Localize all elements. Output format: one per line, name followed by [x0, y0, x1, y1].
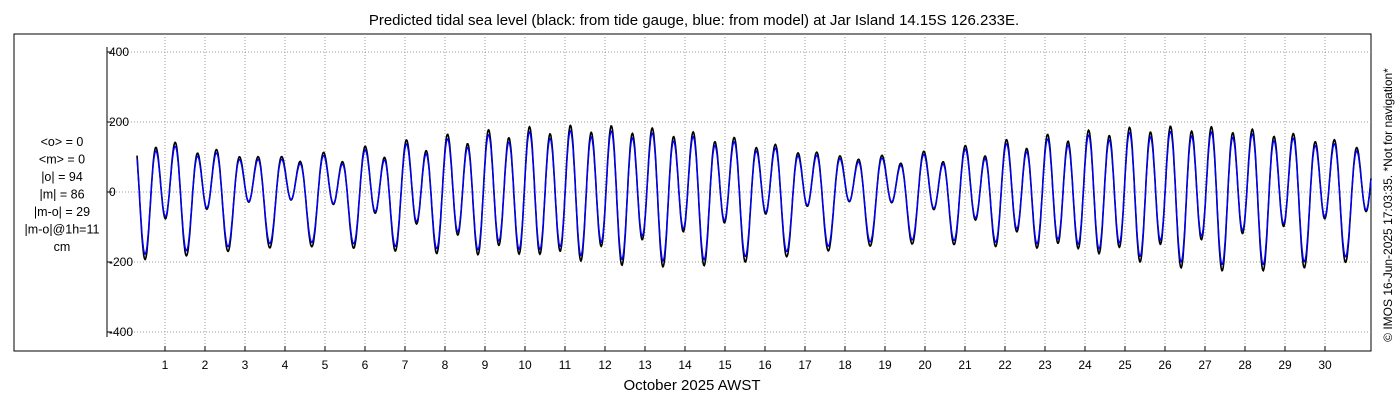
x-tick-label: 30 — [1318, 358, 1332, 372]
x-tick-label: 23 — [1038, 358, 1052, 372]
stat-line: |o| = 94 — [41, 170, 83, 184]
x-tick-label: 16 — [758, 358, 772, 372]
x-tick-label: 7 — [402, 358, 409, 372]
y-tick-label: -200 — [109, 255, 133, 269]
stat-line: <o> = 0 — [41, 135, 84, 149]
x-tick-label: 6 — [362, 358, 369, 372]
x-tick-label: 21 — [958, 358, 972, 372]
chart-title: Predicted tidal sea level (black: from t… — [369, 12, 1019, 29]
stat-line: <m> = 0 — [39, 153, 85, 167]
x-tick-label: 26 — [1158, 358, 1172, 372]
stat-line: |m-o|@1h=11 — [25, 223, 100, 237]
series-lines — [136, 124, 1372, 272]
x-axis-label: October 2025 AWST — [623, 377, 760, 394]
x-tick-label: 4 — [282, 358, 289, 372]
x-tick-label: 8 — [442, 358, 449, 372]
y-tick-label: -400 — [109, 325, 133, 339]
x-tick-label: 14 — [678, 358, 692, 372]
x-tick-label: 28 — [1238, 358, 1252, 372]
stat-line: cm — [54, 240, 71, 254]
x-tick-label: 22 — [998, 358, 1012, 372]
x-tick-label: 12 — [598, 358, 612, 372]
x-tick-label: 15 — [718, 358, 732, 372]
x-tick-label: 18 — [838, 358, 852, 372]
x-tick-label: 10 — [518, 358, 532, 372]
x-tick-label: 19 — [878, 358, 892, 372]
x-tick-label: 24 — [1078, 358, 1092, 372]
stat-line: |m-o| = 29 — [34, 205, 90, 219]
y-tick-label: 0 — [109, 185, 116, 199]
x-tick-label: 20 — [918, 358, 932, 372]
x-tick-label: 3 — [242, 358, 249, 372]
x-tick-label: 5 — [322, 358, 329, 372]
x-tick-label: 11 — [559, 358, 572, 372]
grid-lines — [107, 34, 1371, 351]
stats-panel: <o> = 0 <m> = 0 |o| = 94 |m| = 86 |m-o| = 29… — [25, 135, 100, 254]
x-tick-label: 1 — [162, 358, 169, 372]
y-tick-label: 200 — [109, 115, 129, 129]
stat-line: |m| = 86 — [39, 188, 84, 202]
x-tick-label: 17 — [798, 358, 812, 372]
series-model — [136, 129, 1372, 266]
x-tick-label: 9 — [482, 358, 489, 372]
x-tick-label: 27 — [1198, 358, 1212, 372]
x-tick-label: 2 — [202, 358, 209, 372]
x-tick-label: 25 — [1118, 358, 1132, 372]
y-tick-label: 400 — [109, 45, 129, 59]
credit-text: © IMOS 16-Jun-2025 17:03:35. *Not for na… — [1381, 68, 1395, 342]
x-tick-label: 29 — [1278, 358, 1292, 372]
x-tick-label: 13 — [638, 358, 652, 372]
